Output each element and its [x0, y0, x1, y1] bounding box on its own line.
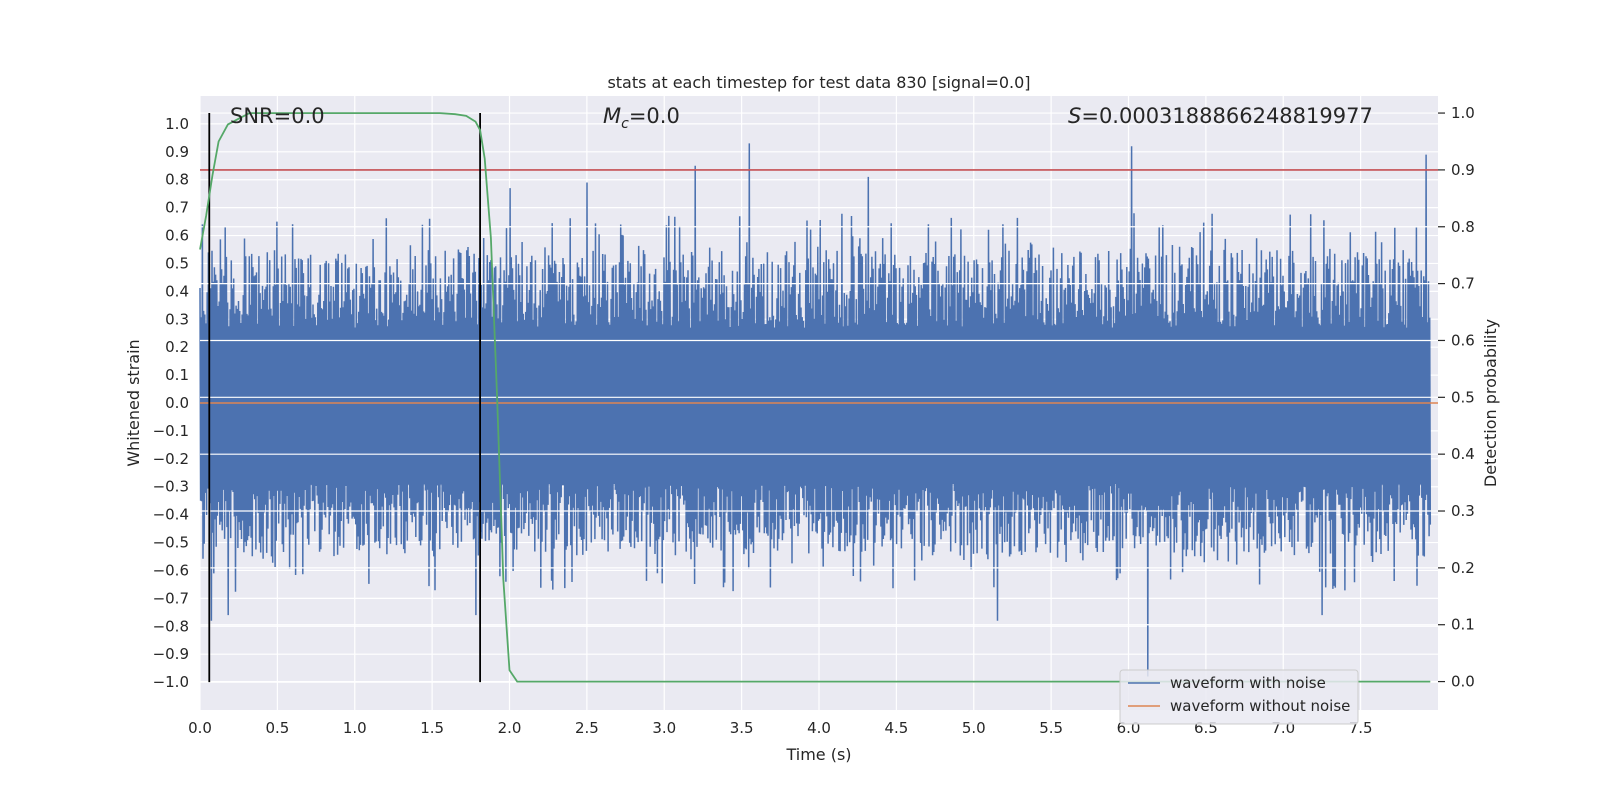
score-symbol: S — [1068, 104, 1081, 128]
chirp-mass-subscript: c — [621, 116, 629, 132]
y-right-tick-label: 0.7 — [1451, 275, 1475, 293]
y-tick-label: −0.1 — [153, 422, 189, 440]
x-tick-label: 4.5 — [884, 719, 908, 737]
y-tick-label: −0.2 — [153, 450, 189, 468]
y-tick-label: 0.4 — [165, 282, 189, 300]
y-tick-label: 0.2 — [165, 338, 189, 356]
y-tick-label: −0.6 — [153, 561, 189, 579]
y-right-axis-label: Detection probability — [1481, 319, 1500, 487]
score-value: =0.0003188866248819977 — [1081, 104, 1373, 128]
chart-title: stats at each timestep for test data 830… — [607, 73, 1030, 92]
detection-probability-line — [199, 112, 1431, 683]
x-tick-label: 3.0 — [652, 719, 676, 737]
y-tick-label: 1.0 — [165, 115, 189, 133]
y-right-tick-label: 0.2 — [1451, 559, 1475, 577]
chirp-mass-symbol: M — [603, 104, 621, 128]
y-tick-label: 0.0 — [165, 394, 189, 412]
y-tick-label: −0.4 — [153, 506, 189, 524]
x-tick-label: 3.5 — [730, 719, 754, 737]
x-tick-label: 4.0 — [807, 719, 831, 737]
y-tick-label: 0.3 — [165, 310, 189, 328]
y-right-tick-label: 0.9 — [1451, 161, 1475, 179]
y-tick-label: 0.8 — [165, 171, 189, 189]
y-tick-label: 0.9 — [165, 143, 189, 161]
y-right-tick-label: 0.1 — [1451, 616, 1475, 634]
y-right-tick-label: 0.3 — [1451, 502, 1475, 520]
y-tick-label: 0.5 — [165, 254, 189, 272]
plot-area — [199, 112, 1438, 683]
y-right-tick-label: 0.4 — [1451, 445, 1475, 463]
x-tick-label: 1.0 — [343, 719, 367, 737]
legend: waveform with noise waveform without noi… — [1119, 669, 1359, 725]
y-tick-label: −0.8 — [153, 617, 189, 635]
x-tick-label: 0.0 — [188, 719, 212, 737]
y-right-tick-label: 0.5 — [1451, 388, 1475, 406]
y-right-tick-label: 0.6 — [1451, 331, 1475, 349]
y-tick-label: −0.5 — [153, 534, 189, 552]
snr-annotation: SNR=0.0 — [230, 104, 325, 128]
x-tick-label: 1.5 — [420, 719, 444, 737]
x-tick-label: 0.5 — [265, 719, 289, 737]
y-axis-label: Whitened strain — [124, 339, 143, 466]
y-tick-label: −0.9 — [153, 645, 189, 663]
y-right-tick-label: 0.8 — [1451, 218, 1475, 236]
x-axis-label: Time (s) — [785, 745, 851, 764]
y-tick-label: 0.6 — [165, 227, 189, 245]
x-tick-label: 2.0 — [498, 719, 522, 737]
x-tick-label: 2.5 — [575, 719, 599, 737]
chirp-mass-value: =0.0 — [629, 104, 680, 128]
legend-box — [1119, 669, 1359, 725]
legend-label-noisy: waveform with noise — [1170, 674, 1326, 692]
y-tick-label: −1.0 — [153, 673, 189, 691]
score-annotation: S=0.0003188866248819977 — [1068, 104, 1373, 128]
x-tick-label: 5.0 — [962, 719, 986, 737]
y-right-tick-label: 1.0 — [1451, 104, 1475, 122]
y-right-tick-label: 0.0 — [1451, 673, 1475, 691]
y-tick-label: 0.1 — [165, 366, 189, 384]
x-tick-label: 5.5 — [1039, 719, 1063, 737]
y-tick-label: −0.3 — [153, 478, 189, 496]
legend-label-clean: waveform without noise — [1170, 697, 1350, 715]
y-tick-label: −0.7 — [153, 589, 189, 607]
y-tick-label: 0.7 — [165, 199, 189, 217]
axes: 0.0 0.5 1.0 1.5 2.0 2.5 3.0 3.5 4.0 4.5 5.0 5.5 6.0 6… — [153, 104, 1475, 737]
chirp-mass-annotation: Mc=0.0 — [603, 104, 680, 132]
